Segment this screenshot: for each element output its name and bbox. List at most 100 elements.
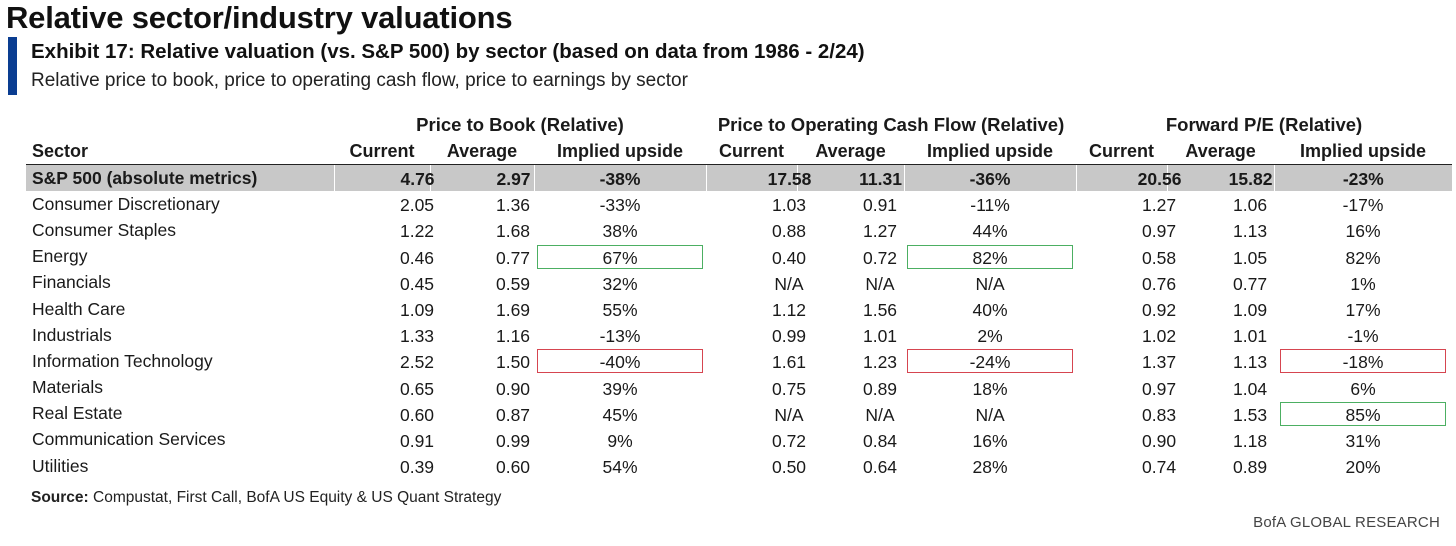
value: 0.89 xyxy=(862,378,898,399)
pb-current-cell: 0.45 xyxy=(334,270,434,296)
value: 0.60 xyxy=(399,404,435,425)
value: 1.61 xyxy=(771,352,807,373)
value: 39% xyxy=(602,378,638,399)
value: 0.97 xyxy=(1142,221,1177,242)
value: -13% xyxy=(599,326,641,347)
value: 0.89 xyxy=(1233,457,1268,478)
highlighted-value-red: -24% xyxy=(907,349,1074,374)
pe-current-cell: 0.74 xyxy=(1076,453,1176,479)
pb-average-cell: 0.90 xyxy=(430,375,534,401)
exhibit-subtitle: Relative price to book, price to operati… xyxy=(31,70,688,91)
pcf-average-cell: 0.91 xyxy=(797,191,904,217)
value: 6% xyxy=(1350,378,1376,399)
pb-average-cell: 1.69 xyxy=(430,296,534,322)
value: 0.77 xyxy=(495,247,531,268)
pe-implied-upside-cell: 82% xyxy=(1274,244,1452,270)
group-header-blank xyxy=(26,111,334,138)
pe-implied-upside-cell: -17% xyxy=(1274,191,1452,217)
pe-average-cell: 15.82 xyxy=(1166,164,1275,192)
pe-current-cell: 0.83 xyxy=(1076,401,1176,427)
value: 1.50 xyxy=(495,352,531,373)
brand-label: BofA GLOBAL RESEARCH xyxy=(1253,514,1440,531)
pe-implied-upside-cell: 31% xyxy=(1274,427,1452,453)
sector-name-cell: Consumer Discretionary xyxy=(32,193,220,214)
value: 1.68 xyxy=(495,221,531,242)
highlighted-value-green: 67% xyxy=(537,244,703,269)
column-header-pe-implied-upside: Implied upside xyxy=(1274,138,1453,165)
pcf-implied-upside-cell: 18% xyxy=(904,375,1076,401)
value: 0.76 xyxy=(1142,273,1177,294)
pb-average-cell: 1.16 xyxy=(430,322,534,348)
pb-implied-upside-cell: -38% xyxy=(533,164,707,192)
value: N/A xyxy=(975,404,1005,425)
value: 55% xyxy=(602,300,638,321)
value: 28% xyxy=(972,457,1008,478)
value: 16% xyxy=(972,430,1008,451)
pb-implied-upside-cell: 38% xyxy=(534,217,706,243)
value: 1.69 xyxy=(495,300,531,321)
value: 1.27 xyxy=(862,221,898,242)
table-row: Energy 0.46 0.77 67% 0.40 0.72 82% 0.58 1.05 82% xyxy=(26,244,1452,270)
pcf-implied-upside-cell: -36% xyxy=(903,164,1077,192)
value: 0.97 xyxy=(1142,378,1177,399)
pcf-implied-upside-cell: 82% xyxy=(904,244,1076,270)
value: 1.37 xyxy=(1142,352,1177,373)
value: 18% xyxy=(972,378,1008,399)
pe-implied-upside-cell: 20% xyxy=(1274,453,1452,479)
pb-current-cell: 0.60 xyxy=(334,401,434,427)
value: 1.09 xyxy=(1233,300,1268,321)
pcf-implied-upside-cell: 44% xyxy=(904,217,1076,243)
value: -33% xyxy=(599,195,641,216)
pcf-average-cell: 1.01 xyxy=(797,322,904,348)
pb-implied-upside-cell: -13% xyxy=(534,322,706,348)
pcf-average-cell: 1.23 xyxy=(797,348,904,374)
pb-average-cell: 0.87 xyxy=(430,401,534,427)
value: 0.88 xyxy=(771,221,807,242)
pe-average-cell: 1.04 xyxy=(1167,375,1274,401)
pcf-current-cell: N/A xyxy=(706,401,803,427)
value: 32% xyxy=(602,273,638,294)
pcf-average-cell: 1.56 xyxy=(797,296,904,322)
column-header-sector: Sector xyxy=(26,138,334,165)
value: N/A xyxy=(865,273,895,294)
value: 0.72 xyxy=(771,430,807,451)
value: 1.09 xyxy=(399,300,435,321)
value: 1.13 xyxy=(1233,221,1268,242)
table-row: Materials 0.65 0.90 39% 0.75 0.89 18% 0.97 1.04 6… xyxy=(26,375,1452,401)
value: 54% xyxy=(602,457,638,478)
value: 0.60 xyxy=(495,457,531,478)
value: 1.53 xyxy=(1233,404,1268,425)
sector-name-cell: Energy xyxy=(32,246,88,267)
pcf-implied-upside-cell: -24% xyxy=(904,348,1076,374)
value: 0.50 xyxy=(771,457,807,478)
pcf-implied-upside-cell: 28% xyxy=(904,453,1076,479)
column-header-pb-implied-upside: Implied upside xyxy=(534,138,707,165)
pb-current-cell: 0.65 xyxy=(334,375,434,401)
pcf-current-cell: 1.61 xyxy=(706,348,806,374)
pb-implied-upside-cell: 55% xyxy=(534,296,706,322)
table-row: Communication Services 0.91 0.99 9% 0.72 0.84… xyxy=(26,427,1452,453)
pcf-current-cell: 1.03 xyxy=(706,191,806,217)
value: 0.77 xyxy=(1233,273,1268,294)
value: 17% xyxy=(1345,300,1381,321)
pcf-current-cell: 0.99 xyxy=(706,322,806,348)
pcf-implied-upside-cell: 16% xyxy=(904,427,1076,453)
pcf-implied-upside-cell: N/A xyxy=(904,401,1076,427)
highlighted-value-green: 85% xyxy=(1280,401,1447,426)
pe-current-cell: 0.97 xyxy=(1076,217,1176,243)
table-body: S&P 500 (absolute metrics) 4.76 2.97 -38% 17… xyxy=(26,164,1453,480)
pe-implied-upside-cell: 85% xyxy=(1274,401,1452,427)
value: 0.87 xyxy=(495,404,531,425)
sector-name-cell: Communication Services xyxy=(32,429,226,450)
value: 20% xyxy=(1345,457,1381,478)
pe-average-cell: 1.09 xyxy=(1167,296,1274,322)
value: 0.84 xyxy=(862,430,898,451)
pcf-current-cell: 17.58 xyxy=(705,164,811,192)
pcf-average-cell: 0.72 xyxy=(797,244,904,270)
sector-name-cell: Consumer Staples xyxy=(32,219,176,240)
value: 38% xyxy=(602,221,638,242)
value: 11.31 xyxy=(859,169,902,190)
highlighted-value-red: -40% xyxy=(537,349,703,374)
value: 0.40 xyxy=(771,247,807,268)
value: 44% xyxy=(972,221,1008,242)
